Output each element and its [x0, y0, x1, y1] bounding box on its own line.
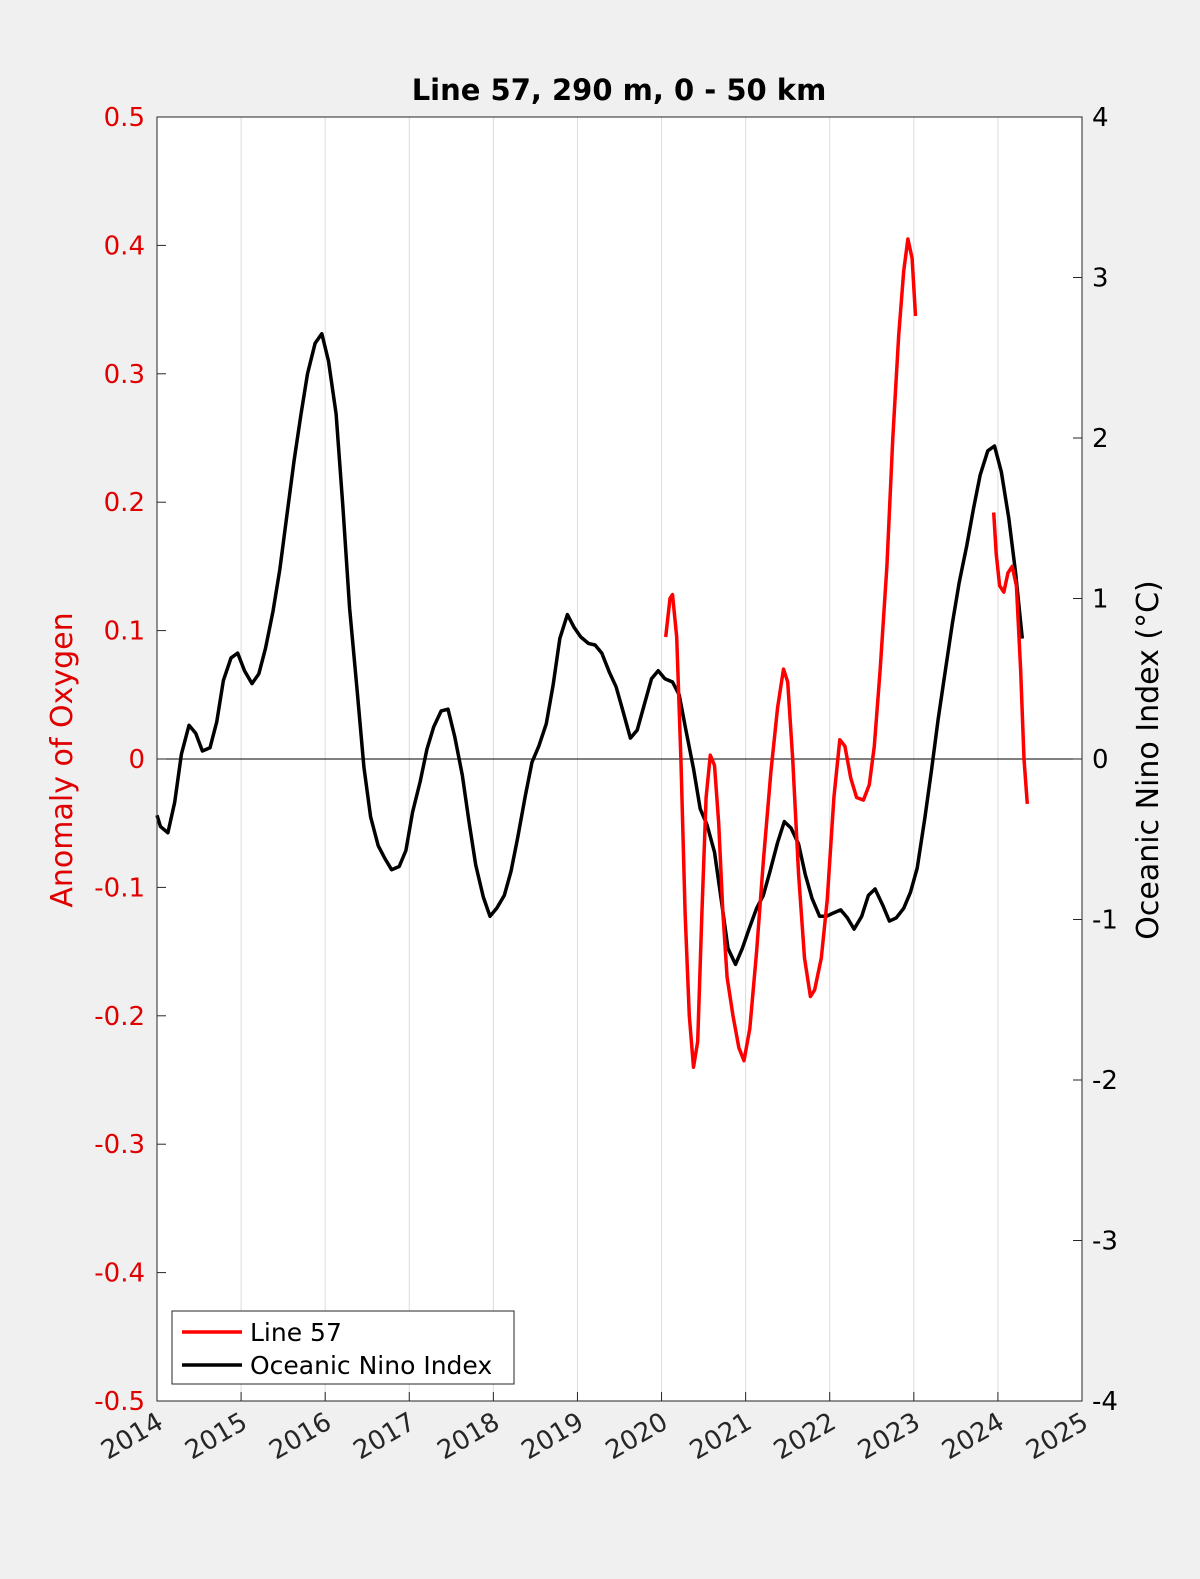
- x-tick-label: 2020: [601, 1407, 673, 1466]
- y-right-tick-label: 1: [1092, 585, 1109, 615]
- x-tick-label: 2019: [517, 1407, 589, 1466]
- chart-title: Line 57, 290 m, 0 - 50 km: [412, 73, 827, 107]
- y-right-tick-label: -1: [1092, 906, 1118, 936]
- y-right-tick-label: 3: [1092, 264, 1109, 294]
- x-axis: 2014 2015 2016 2017 2018 2019 2020 2021 2022 2023…: [96, 1392, 1094, 1466]
- series-line-line-57-2: [991, 512, 1030, 805]
- right-axis-label: Oceanic Nino Index (°C): [1131, 580, 1166, 940]
- legend-box: [171, 1310, 515, 1385]
- x-tick-label: 2024: [937, 1407, 1009, 1466]
- y-left-tick-label: 0.2: [104, 488, 145, 518]
- left-y-axis: -0.5 -0.4 -0.3 -0.2 -0.1 0 0.1 0.2 0.3 0.4 0.5: [94, 103, 166, 1417]
- y-left-tick-label: -0.4: [94, 1259, 145, 1289]
- x-tick-label: 2022: [769, 1407, 841, 1466]
- x-tick-label: 2015: [180, 1407, 252, 1466]
- right-y-axis: -4 -3 -2 -1 0 1 2 3 4: [1073, 103, 1118, 1417]
- y-left-tick-label: 0: [128, 745, 145, 775]
- y-right-tick-label: -4: [1092, 1387, 1118, 1417]
- y-left-tick-label: 0.3: [104, 360, 145, 390]
- x-tick-label: 2018: [433, 1407, 505, 1466]
- legend: Line 57 Oceanic Nino Index: [171, 1310, 515, 1385]
- y-right-tick-label: -3: [1092, 1227, 1118, 1257]
- y-right-tick-label: -2: [1092, 1066, 1118, 1096]
- series-line-oceanic-nino-index-1: [155, 331, 1025, 967]
- x-tick-label: 2023: [853, 1407, 925, 1466]
- y-left-tick-label: -0.3: [94, 1130, 145, 1160]
- y-left-tick-label: -0.2: [94, 1002, 145, 1032]
- left-axis-label: Anomaly of Oxygen: [45, 612, 80, 907]
- y-right-tick-label: 4: [1092, 103, 1109, 133]
- legend-label-line57: Line 57: [250, 1318, 342, 1347]
- series-layer: [155, 237, 1030, 1069]
- y-left-tick-label: 0.4: [104, 231, 145, 261]
- y-right-tick-label: 0: [1092, 745, 1109, 775]
- y-left-tick-label: 0.1: [104, 617, 145, 647]
- y-right-tick-label: 2: [1092, 424, 1109, 454]
- series-line-line-57-1: [663, 237, 918, 1069]
- y-left-tick-label: -0.5: [94, 1387, 145, 1417]
- y-left-tick-label: -0.1: [94, 873, 145, 903]
- x-tick-label: 2017: [348, 1407, 420, 1466]
- y-left-tick-label: 0.5: [104, 103, 145, 133]
- legend-label-oni: Oceanic Nino Index: [250, 1351, 492, 1380]
- x-tick-label: 2025: [1021, 1407, 1093, 1466]
- x-tick-label: 2016: [264, 1407, 336, 1466]
- x-tick-label: 2021: [685, 1407, 757, 1466]
